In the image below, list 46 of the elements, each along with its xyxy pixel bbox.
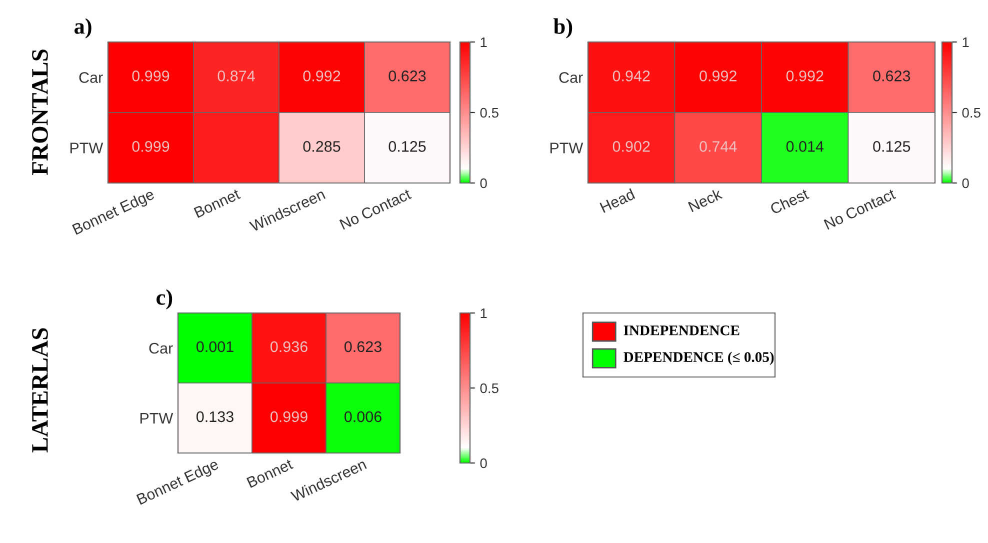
data-label: 0.623 (344, 341, 382, 352)
chart-title: b) (554, 18, 572, 38)
color-bar-label: 0 (480, 178, 487, 188)
data-label: 0.125 (388, 141, 426, 152)
color-bar-label: 0 (480, 458, 487, 468)
y-tick-label: Car (79, 72, 103, 83)
data-label: 0.285 (303, 141, 340, 152)
text: FRONTALS (32, 50, 48, 176)
data-label: 0.133 (196, 411, 234, 422)
color-bar-label: 1 (962, 37, 969, 48)
y-tick-label: PTW (140, 413, 174, 424)
chart-title: a) (74, 18, 92, 38)
y-tick-label: PTW (550, 142, 584, 154)
x-tick-label: Chest (769, 188, 810, 215)
y-tick-label: Car (559, 72, 583, 83)
data-label: 0.902 (612, 141, 650, 152)
data-label: 0.125 (873, 141, 910, 152)
data-label: 0.992 (700, 70, 736, 82)
x-tick-label: Head (599, 188, 636, 213)
data-label: 0.942 (612, 70, 650, 82)
color-bar-label: 1 (480, 308, 487, 318)
color-bar-label: 0.5 (962, 108, 980, 118)
y-tick-label: Car (149, 342, 173, 354)
data-label: 0.999 (132, 70, 170, 82)
data-label: 0.623 (873, 70, 910, 82)
y-tick-label: PTW (70, 142, 104, 154)
data-label: 0.936 (270, 341, 308, 352)
x-tick-label: Neck (688, 188, 723, 212)
color-bar-label: 0.5 (480, 383, 498, 394)
data-label: 0.874 (218, 70, 255, 82)
category-label: INDEPENDENCE (624, 326, 740, 336)
data-label: 0.992 (303, 70, 340, 82)
data-label: 0.006 (344, 411, 382, 422)
data-label: 0.999 (270, 411, 308, 422)
data-label: 0.992 (786, 70, 824, 82)
chart-title: c) (156, 289, 172, 310)
text: LATERLAS (32, 328, 48, 452)
color-bar-label: 0.5 (480, 108, 498, 118)
data-label: 0.623 (388, 70, 426, 82)
color-bar-label: 1 (480, 37, 487, 48)
data-label: 0.999 (132, 141, 170, 152)
data-label: 0.001 (196, 341, 234, 352)
category-label: DEPENDENCE (≤ 0.05) (624, 352, 774, 365)
color-bar-label: 0 (962, 178, 969, 188)
data-label: 0.744 (700, 141, 737, 152)
data-label: 0.014 (786, 141, 824, 152)
